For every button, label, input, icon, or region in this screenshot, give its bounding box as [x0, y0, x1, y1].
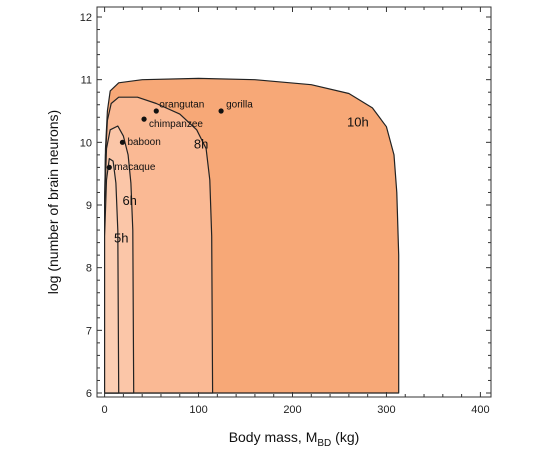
region-label-10h: 10h — [347, 115, 369, 130]
x-tick-label: 0 — [102, 404, 108, 416]
point-orangutan — [153, 108, 159, 114]
point-baboon — [119, 139, 126, 145]
region-label-8h: 8h — [194, 137, 208, 152]
x-tick-label: 400 — [471, 404, 489, 416]
point-label-baboon: baboon — [127, 137, 160, 148]
region-5h — [104, 158, 120, 394]
y-tick-label: 7 — [86, 325, 92, 337]
y-tick-label: 12 — [80, 12, 92, 24]
point-label-gorilla: gorilla — [226, 100, 253, 111]
x-tick-label: 200 — [283, 404, 301, 416]
region-labels-group: 10h 8h 6h 5h — [114, 115, 369, 246]
y-tick-label: 9 — [86, 200, 92, 212]
x-tick-label: 100 — [189, 404, 207, 416]
point-gorilla — [218, 108, 224, 114]
region-label-5h: 5h — [114, 231, 128, 246]
x-axis-title-subscript: BD — [317, 438, 331, 449]
point-label-chimpanzee: chimpanzee — [149, 119, 203, 130]
point-chimpanzee — [141, 116, 147, 122]
point-label-macaque: macaque — [114, 162, 156, 173]
y-tick-label: 10 — [80, 137, 92, 149]
y-tick-label: 11 — [81, 75, 92, 87]
x-axis-title-unit: (kg) — [331, 429, 359, 445]
point-macaque — [106, 164, 112, 170]
region-label-6h: 6h — [122, 193, 136, 208]
points-group: orangutan gorilla chimpanzee baboon macaque — [106, 100, 253, 173]
x-axis-title: Body mass, MBD (kg) — [229, 429, 360, 449]
point-label-orangutan: orangutan — [159, 100, 204, 111]
plot-frame — [96, 6, 492, 398]
x-tick-label: 300 — [377, 404, 395, 416]
y-axis-title: log (number of brain neurons) — [45, 110, 61, 294]
y-tick-label: 8 — [86, 263, 92, 275]
x-axis-title-main: Body mass, M — [229, 429, 318, 445]
regions-group — [104, 77, 400, 394]
y-tick-label: 6 — [86, 388, 92, 400]
ticks-group: 0 100 200 300 400 6 7 8 9 10 11 12 — [80, 7, 491, 416]
